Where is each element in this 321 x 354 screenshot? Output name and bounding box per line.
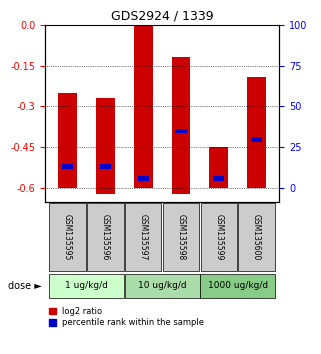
Text: dose ►: dose ► — [8, 281, 42, 291]
Bar — [175, 129, 187, 133]
Bar — [213, 176, 224, 181]
FancyBboxPatch shape — [201, 203, 237, 271]
FancyBboxPatch shape — [163, 203, 199, 271]
Text: GSM135599: GSM135599 — [214, 214, 223, 261]
FancyBboxPatch shape — [125, 274, 200, 298]
FancyBboxPatch shape — [49, 203, 86, 271]
Text: 1000 ug/kg/d: 1000 ug/kg/d — [208, 281, 268, 290]
Text: 10 ug/kg/d: 10 ug/kg/d — [138, 281, 187, 290]
FancyBboxPatch shape — [49, 274, 124, 298]
Bar — [251, 137, 262, 142]
Bar — [137, 176, 149, 181]
Bar — [62, 164, 73, 169]
Text: GSM135595: GSM135595 — [63, 214, 72, 261]
FancyBboxPatch shape — [125, 203, 161, 271]
FancyBboxPatch shape — [239, 203, 275, 271]
Text: GSM135598: GSM135598 — [177, 214, 186, 260]
Text: GSM135596: GSM135596 — [101, 214, 110, 261]
Bar — [171, 57, 190, 194]
Text: GSM135597: GSM135597 — [139, 214, 148, 261]
Bar — [100, 164, 111, 169]
Legend: log2 ratio, percentile rank within the sample: log2 ratio, percentile rank within the s… — [49, 307, 204, 327]
Bar — [96, 98, 115, 194]
FancyBboxPatch shape — [200, 274, 275, 298]
Text: GSM135600: GSM135600 — [252, 214, 261, 261]
Text: 1 ug/kg/d: 1 ug/kg/d — [65, 281, 108, 290]
Bar — [247, 76, 266, 188]
Bar — [209, 147, 228, 188]
Bar — [58, 93, 77, 188]
Bar — [134, 25, 153, 188]
Title: GDS2924 / 1339: GDS2924 / 1339 — [111, 9, 213, 22]
FancyBboxPatch shape — [87, 203, 124, 271]
